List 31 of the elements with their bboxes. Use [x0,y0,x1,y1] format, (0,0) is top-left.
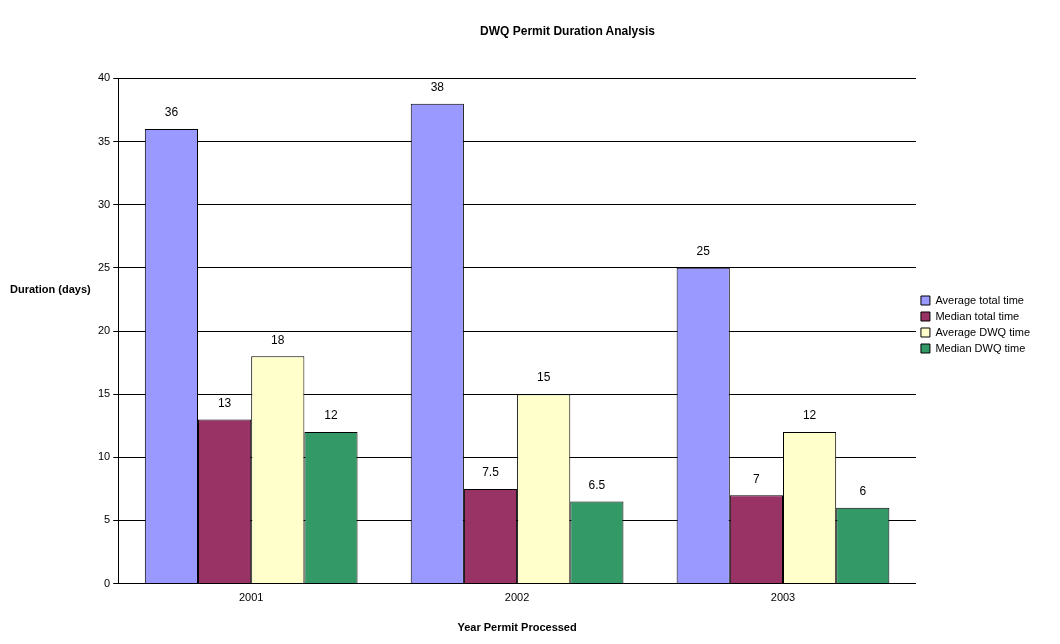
legend-label: Average total time [935,293,1024,306]
y-tick-label: 35 [97,134,111,147]
legend-label: Average DWQ time [935,325,1031,338]
y-tick-label: 30 [97,197,111,210]
y-tick-label: 15 [97,387,111,400]
y-axis-title: Duration (days) [10,283,92,296]
data-label: 18 [271,332,285,347]
x-tick-label: 2001 [238,591,264,604]
x-tick-label: 2002 [504,591,530,604]
data-label: 6 [859,484,867,499]
y-tick-label: 10 [97,450,111,463]
legend-label: Median total time [935,309,1020,322]
chart-title: DWQ Permit Duration Analysis [480,23,656,38]
data-label: 6.5 [588,477,606,492]
data-label: 13 [217,395,232,410]
data-label: 25 [696,244,711,259]
y-tick-label: 5 [104,513,111,526]
data-label: 38 [430,79,445,94]
y-tick-label: 25 [97,260,111,273]
x-axis-title: Year Permit Processed [457,621,577,634]
data-label: 12 [802,408,817,423]
y-tick-label: 40 [97,71,111,84]
legend-label: Median DWQ time [935,341,1026,354]
x-tick-label: 2003 [770,591,796,604]
y-tick-label: 20 [97,324,111,337]
data-label: 12 [324,408,338,423]
data-label: 15 [537,370,551,385]
data-label: 7.5 [482,465,500,480]
data-label: 36 [164,105,179,120]
data-label: 7 [753,471,761,486]
y-tick-label: 0 [104,576,111,589]
